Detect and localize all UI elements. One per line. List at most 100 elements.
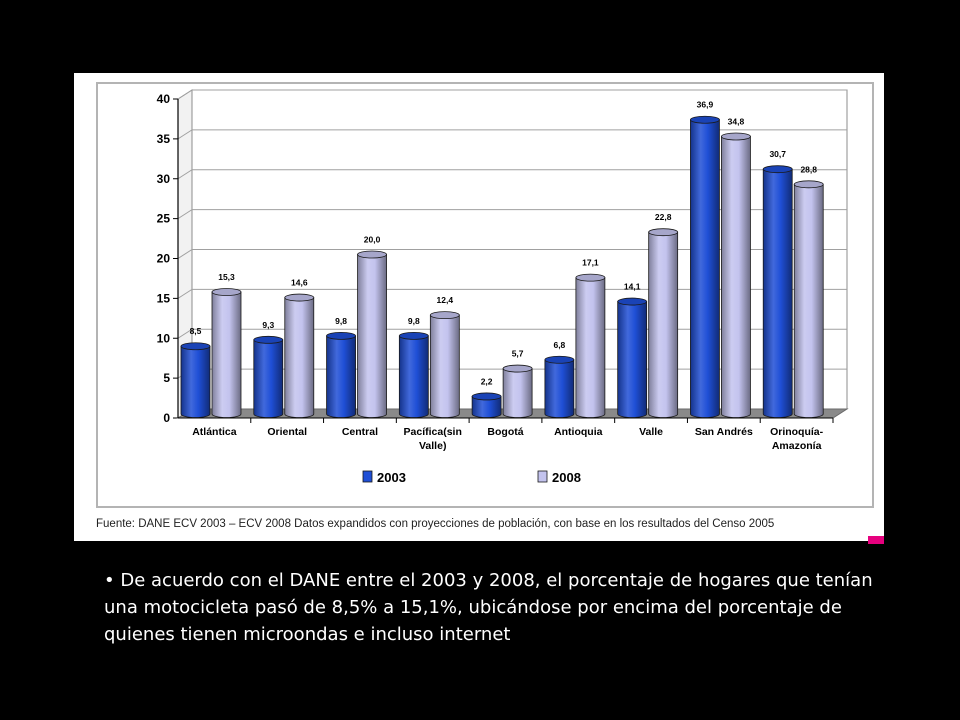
x-tick-label-line: Antioquia — [554, 426, 603, 438]
data-label-2003-3: 9,8 — [408, 316, 420, 326]
bar-2008-0 — [211, 291, 242, 418]
data-label-2008-5: 17,1 — [582, 258, 599, 268]
gridline-diagonal — [177, 288, 193, 299]
source-note: Fuente: DANE ECV 2003 – ECV 2008 Datos e… — [96, 518, 775, 530]
data-label-2003-8: 30,7 — [769, 149, 786, 159]
bar-2003-6 — [617, 301, 648, 418]
bar-cap-2003-5 — [544, 355, 575, 364]
x-tick-label-line: Bogotá — [487, 426, 523, 438]
x-tick-label-line: Valle) — [419, 440, 446, 452]
bar-2003-8 — [762, 168, 793, 418]
bar-cap-2008-2 — [357, 250, 387, 259]
y-tick-label: 0 — [163, 411, 170, 425]
legend-label-2008: 2008 — [552, 470, 581, 485]
x-tick-label: Valle — [639, 426, 663, 438]
bar-2008-7 — [721, 136, 751, 418]
bar-2003-3 — [398, 335, 429, 418]
y-tick-label: 35 — [157, 132, 171, 146]
bar-cap-2003-0 — [180, 342, 211, 351]
bar-cap-2008-8 — [793, 180, 824, 189]
data-label-2003-7: 36,9 — [697, 100, 714, 110]
bar-cap-2003-2 — [326, 331, 356, 340]
x-tick-label-line: Pacífica(sin — [404, 426, 462, 438]
x-tick-label-line: Atlántica — [192, 426, 237, 438]
y-tick-label: 10 — [157, 331, 171, 345]
data-label-2008-2: 20,0 — [364, 235, 381, 245]
bar-2003-0 — [180, 345, 211, 418]
bar-cap-2003-6 — [617, 297, 648, 306]
data-label-2003-5: 6,8 — [553, 340, 565, 350]
bullet-text: De acuerdo con el DANE entre el 2003 y 2… — [104, 570, 873, 645]
x-tick-label: Pacífica(sin Valle) — [404, 426, 462, 452]
data-label-2008-7: 34,8 — [728, 116, 745, 126]
x-tick-label-line: Amazonía — [772, 440, 822, 452]
bar-cap-2003-4 — [471, 392, 502, 401]
y-tick-label: 20 — [157, 252, 171, 266]
bar-cap-2008-6 — [648, 228, 679, 237]
data-label-2003-4: 2,2 — [481, 376, 493, 386]
gridline-diagonal — [177, 209, 193, 220]
x-tick-label: Atlántica — [192, 426, 237, 438]
bar-cap-2008-3 — [429, 311, 460, 320]
legend-swatch-2003 — [362, 470, 373, 483]
data-label-2008-1: 14,6 — [291, 278, 308, 288]
y-tick-label: 5 — [163, 371, 170, 385]
y-tick-label: 15 — [157, 291, 171, 305]
y-tick-label: 30 — [157, 172, 171, 186]
bar-2003-1 — [253, 339, 284, 418]
bar-2003-2 — [326, 335, 356, 418]
bar-cap-2008-4 — [502, 364, 533, 373]
gridline-diagonal — [177, 328, 193, 339]
bar-cap-2008-0 — [211, 288, 242, 296]
data-label-2003-2: 9,8 — [335, 316, 347, 326]
y-tick-label: 40 — [157, 92, 171, 106]
gridline-diagonal — [177, 89, 193, 100]
figure-panel: 0 5 10 15 20 25 30 35 40 8,5 15,3 Atlántica 9,3 14,6 O… — [74, 73, 884, 541]
bar-chart: 0 5 10 15 20 25 30 35 40 8,5 15,3 Atlántica 9,3 14,6 O… — [157, 89, 849, 485]
bar-cap-2003-1 — [253, 335, 284, 344]
bullet-text-block: • De acuerdo con el DANE entre el 2003 y… — [104, 567, 884, 648]
legend-label-2003: 2003 — [377, 470, 406, 485]
x-tick-label: Bogotá — [487, 426, 523, 438]
bar-cap-2003-3 — [398, 331, 429, 340]
bar-2003-7 — [690, 119, 720, 418]
x-tick-label: San Andrés — [695, 426, 753, 438]
bar-2008-8 — [793, 183, 824, 418]
data-label-2003-1: 9,3 — [262, 320, 274, 330]
data-label-2008-3: 12,4 — [437, 295, 454, 305]
bar-2008-4 — [502, 368, 533, 418]
data-label-2008-4: 5,7 — [512, 349, 524, 359]
data-label-2003-6: 14,1 — [624, 282, 641, 292]
data-label-2008-0: 15,3 — [218, 272, 235, 282]
x-tick-label: Antioquia — [554, 426, 603, 438]
x-tick-label: Oriental — [267, 426, 307, 438]
bar-cap-2008-5 — [575, 273, 606, 282]
x-tick-label: Central — [342, 426, 378, 438]
bar-2008-5 — [575, 277, 606, 418]
bar-2008-1 — [284, 297, 315, 418]
gridline-diagonal — [177, 129, 193, 140]
bar-2003-5 — [544, 359, 575, 418]
gridline-diagonal — [177, 249, 193, 259]
bar-cap-2003-7 — [690, 115, 720, 124]
x-tick-label: Orinoquía- Amazonía — [770, 426, 824, 452]
x-tick-label-line: Oriental — [267, 426, 307, 438]
legend-swatch-2008 — [537, 470, 548, 483]
data-label-2003-0: 8,5 — [190, 326, 202, 336]
x-tick-label-line: Central — [342, 426, 378, 438]
bullet-marker: • — [104, 570, 115, 591]
bar-2008-6 — [648, 231, 679, 418]
bar-cap-2008-7 — [721, 132, 751, 141]
bar-2008-2 — [357, 254, 387, 418]
bar-cap-2003-8 — [762, 165, 793, 174]
bar-cap-2008-1 — [284, 293, 315, 302]
gridline-diagonal — [177, 169, 193, 180]
data-label-2008-6: 22,8 — [655, 212, 672, 222]
x-tick-label-line: Orinoquía- — [770, 426, 824, 438]
x-tick-label-line: San Andrés — [695, 426, 753, 438]
y-tick-label: 25 — [157, 212, 171, 226]
x-tick-label-line: Valle — [639, 426, 663, 438]
pink-corner-mark — [868, 536, 884, 544]
bar-2008-3 — [429, 314, 460, 418]
data-label-2008-8: 28,8 — [800, 164, 817, 174]
